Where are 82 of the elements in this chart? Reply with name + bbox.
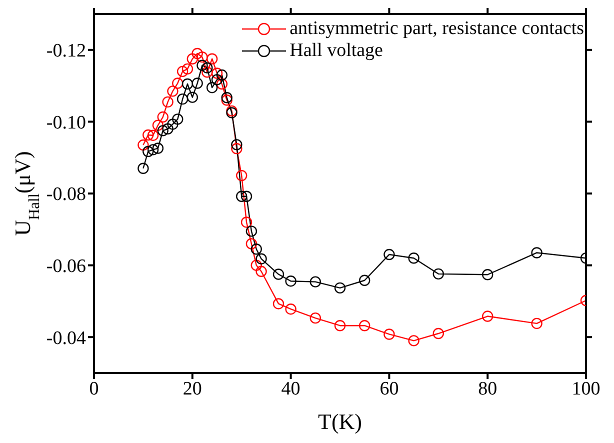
point: [162, 123, 174, 134]
point: [285, 275, 296, 287]
point: [256, 266, 267, 278]
point: [408, 335, 420, 346]
point: [221, 94, 232, 106]
point: [167, 118, 178, 130]
point: [138, 162, 149, 174]
y-tick-label: -0.12: [46, 40, 86, 62]
y-tick-label: -0.04: [46, 328, 86, 349]
point: [176, 66, 188, 78]
point: [172, 78, 184, 89]
point: [250, 260, 262, 271]
point: [172, 114, 184, 125]
point: [384, 328, 395, 340]
point: [231, 139, 242, 150]
point: [246, 226, 258, 237]
point: [192, 78, 203, 89]
point: [359, 320, 370, 332]
legend-label: Hall voltage: [290, 40, 383, 62]
point: [202, 62, 213, 74]
point: [256, 253, 267, 264]
point: [206, 53, 218, 64]
point: [285, 304, 296, 315]
point: [240, 190, 252, 202]
point: [432, 268, 444, 280]
point: [176, 93, 188, 105]
point: [482, 269, 494, 280]
point: [157, 125, 168, 136]
point: [162, 96, 174, 108]
point: [182, 63, 194, 75]
point: [192, 48, 203, 60]
point: [147, 144, 159, 156]
point: [231, 143, 242, 154]
point: [384, 248, 395, 260]
point: [202, 66, 213, 78]
x-axis-title: T(K): [318, 409, 362, 434]
point: [246, 238, 258, 250]
point: [310, 276, 321, 288]
x-tick-label: 60: [380, 378, 399, 400]
point: [334, 282, 346, 294]
x-tick-label: 80: [478, 378, 498, 400]
point: [138, 139, 149, 151]
point: [147, 130, 159, 141]
point: [142, 129, 154, 141]
point: [272, 268, 284, 280]
point: [182, 78, 194, 90]
legend-label: antisymmetric part, resistance contacts: [290, 18, 584, 40]
point: [186, 92, 198, 103]
point: [334, 320, 346, 332]
x-tick-label: 20: [182, 378, 202, 400]
point: [152, 142, 164, 154]
point: [216, 69, 228, 81]
point: [236, 170, 248, 182]
point: [157, 111, 168, 123]
point: [206, 82, 218, 94]
y-tick-label: -0.08: [46, 184, 86, 206]
point: [152, 120, 164, 131]
point: [240, 216, 252, 228]
point: [531, 247, 542, 258]
point: [310, 312, 321, 324]
point: [359, 274, 370, 286]
point: [167, 86, 178, 97]
point: [216, 78, 228, 90]
point: [408, 252, 420, 264]
y-tick-label: -0.10: [46, 112, 86, 134]
point: [221, 92, 232, 104]
point: [482, 310, 494, 322]
point: [142, 146, 154, 158]
y-tick-label: -0.06: [46, 256, 86, 278]
point: [432, 328, 444, 340]
point: [186, 53, 198, 64]
x-tick-label: 100: [572, 378, 600, 400]
point: [211, 68, 223, 79]
point: [272, 298, 284, 310]
x-tick-label: 0: [89, 378, 99, 400]
point: [196, 60, 208, 71]
point: [250, 244, 262, 255]
point: [211, 74, 223, 86]
point: [196, 51, 208, 63]
x-tick-label: 40: [281, 378, 300, 400]
point: [531, 318, 542, 330]
point: [236, 190, 248, 202]
